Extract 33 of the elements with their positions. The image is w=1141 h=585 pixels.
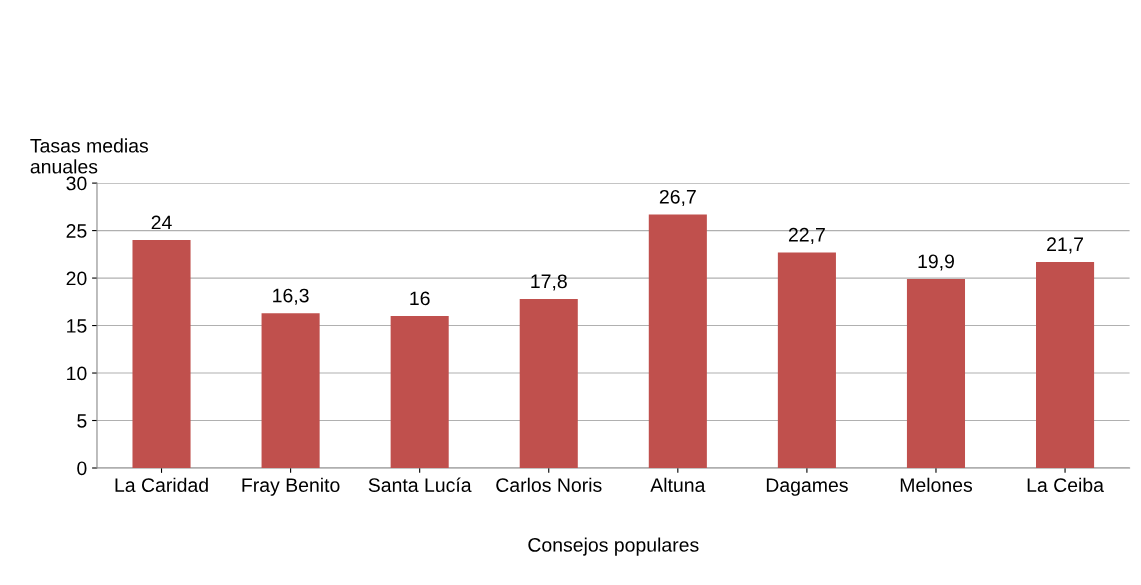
y-tick-label: 15 [67, 319, 87, 333]
x-tick-label: Altuna [650, 477, 706, 492]
x-tick-label: Melones [900, 477, 973, 492]
bar [906, 279, 966, 468]
bar [390, 316, 449, 468]
data-label: 22,7 [788, 227, 825, 244]
bar [1036, 261, 1095, 468]
bar [132, 240, 191, 468]
y-tick-label: 30 [66, 176, 87, 191]
bar [648, 214, 707, 468]
x-tick-label: Carlos Noris [496, 477, 602, 492]
data-label: 16 [410, 291, 430, 306]
x-tick-label: Fray Benito [242, 477, 340, 496]
bar [261, 313, 320, 468]
x-tick-label: La Ceiba [1027, 477, 1104, 492]
y-tick-label: 0 [77, 461, 87, 476]
x-axis-title: Consejos populares [528, 537, 699, 556]
bar [777, 252, 836, 468]
x-tick-label: La Caridad [115, 477, 208, 492]
y-axis-title: Tasas medias anuales [30, 138, 149, 174]
data-label: 16,3 [273, 288, 309, 305]
data-label: 21,7 [1047, 237, 1083, 254]
data-label: 24 [151, 215, 172, 230]
x-tick-label: Dagames [766, 478, 848, 496]
data-label: 17,8 [531, 274, 567, 291]
y-tick-label: 20 [66, 271, 87, 286]
data-label: 19,9 [918, 254, 954, 271]
x-tick-label: Santa Lucía [368, 477, 472, 492]
data-label: 26,7 [659, 189, 696, 206]
y-tick-label: 25 [66, 224, 87, 238]
bar [519, 298, 578, 468]
y-tick-label: 10 [67, 366, 87, 381]
y-tick-label: 5 [77, 414, 87, 428]
